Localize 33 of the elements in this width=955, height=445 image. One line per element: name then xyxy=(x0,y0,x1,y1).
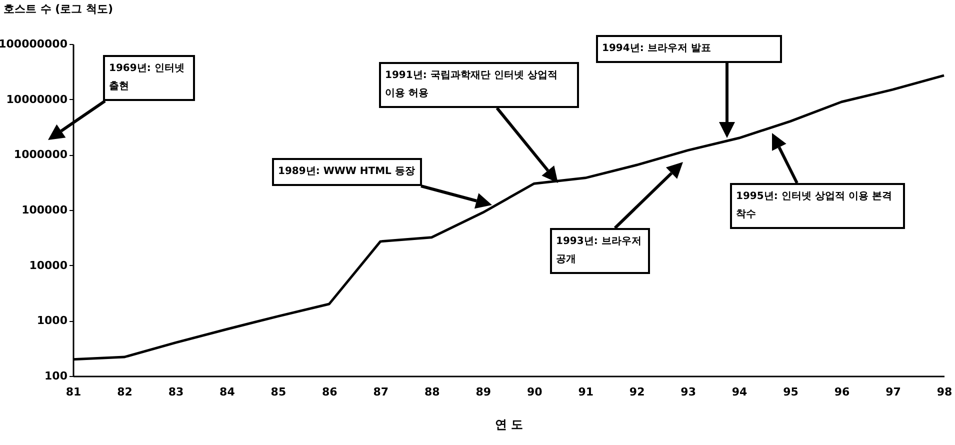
x-tick-label: 82 xyxy=(117,386,132,398)
x-tick-label: 95 xyxy=(783,386,798,398)
x-tick-label: 91 xyxy=(578,386,594,398)
x-tick-label: 81 xyxy=(66,386,82,398)
note-box: 1994년: 브라우저 발표 xyxy=(596,35,782,63)
x-tick-label: 94 xyxy=(732,386,748,398)
x-tick-label: 88 xyxy=(424,386,440,398)
note-box: 1991년: 국립과학재단 인터넷 상업적 이용 허용 xyxy=(379,62,579,108)
note-box: 1993년: 브라우저 공개 xyxy=(550,228,650,274)
x-tick-label: 87 xyxy=(373,386,389,398)
x-tick-label: 84 xyxy=(220,386,236,398)
x-tick-label: 96 xyxy=(834,386,850,398)
x-tick-label: 90 xyxy=(526,386,543,398)
x-tick-label: 92 xyxy=(629,386,645,398)
note-box: 1995년: 인터넷 상업적 이용 본격 착수 xyxy=(730,183,905,229)
x-tick-label: 83 xyxy=(168,386,184,398)
y-axis-title: 호스트 수 (로그 척도) xyxy=(4,2,114,16)
y-tick-label: 1000 xyxy=(36,314,68,328)
y-tick-label: 100000000 xyxy=(0,38,68,50)
note-box: 1989년: WWW HTML 등장 xyxy=(272,158,422,186)
y-tick-label: 1000000 xyxy=(14,148,68,162)
y-tick-label: 100 xyxy=(44,370,68,382)
x-tick-label: 85 xyxy=(270,386,286,398)
y-tick-label: 10000000 xyxy=(6,92,68,106)
x-axis-title: 연 도 xyxy=(494,418,524,432)
x-tick-label: 98 xyxy=(936,386,952,398)
y-tick-label: 100000 xyxy=(22,204,68,216)
note-box: 1969년: 인터넷 출현 xyxy=(103,55,195,101)
x-tick-label: 93 xyxy=(680,386,696,398)
x-tick-label: 86 xyxy=(322,386,338,398)
x-tick-label: 97 xyxy=(886,386,901,398)
x-tick-label: 89 xyxy=(476,386,492,398)
y-tick-label: 10000 xyxy=(29,258,68,272)
